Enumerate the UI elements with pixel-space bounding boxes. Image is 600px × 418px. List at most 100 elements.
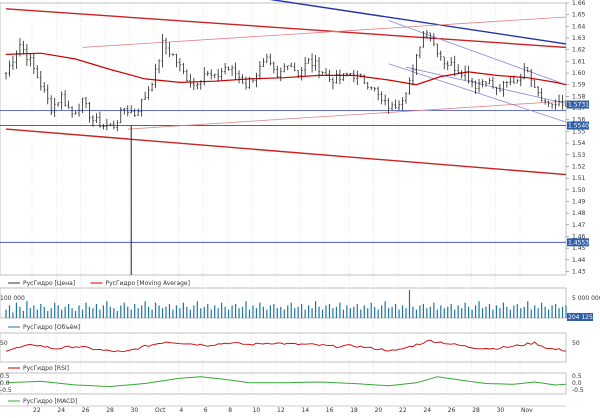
volume-bar xyxy=(248,309,251,318)
y-tick-label: 1.44 xyxy=(572,257,586,264)
volume-bar xyxy=(492,309,494,318)
y-tick-label: 1.51 xyxy=(572,175,586,182)
volume-bar xyxy=(120,305,122,318)
volume-bar xyxy=(301,304,303,318)
volume-bar xyxy=(426,308,428,318)
volume-bar xyxy=(367,308,369,318)
volume-bar xyxy=(22,311,24,318)
volume-bar xyxy=(353,306,355,318)
x-tick-label: 4 xyxy=(179,407,183,414)
macd-line xyxy=(5,376,567,388)
x-tick-label: Oct xyxy=(155,407,166,414)
macd-left-tick: 0.0 xyxy=(0,380,10,387)
y-tick-label: 1.60 xyxy=(572,70,586,77)
macd-right-tick: 0.5 xyxy=(572,373,582,380)
trend-line-channel-lower xyxy=(388,63,567,123)
volume-bar xyxy=(506,306,508,318)
y-tick-label: 1.57 xyxy=(572,105,586,112)
volume-bar xyxy=(74,311,77,318)
rsi-left-label: 50 xyxy=(0,340,8,347)
volume-bar xyxy=(440,305,442,318)
volume-bar xyxy=(130,309,132,318)
macd-panel-frame xyxy=(0,372,567,395)
volume-bar xyxy=(283,309,285,318)
volume-bar xyxy=(161,308,164,318)
price-tag-box xyxy=(567,100,589,109)
x-tick-label: 14 xyxy=(301,407,309,414)
volume-bar xyxy=(454,309,456,318)
volume-bar xyxy=(558,308,560,318)
volume-bar xyxy=(370,302,372,318)
volume-bar xyxy=(8,305,11,318)
volume-bar xyxy=(57,305,59,318)
volume-bar xyxy=(513,305,515,318)
volume-bar xyxy=(19,306,21,318)
volume-bar xyxy=(481,308,484,318)
y-tick-label: 1.55 xyxy=(572,128,586,135)
trend-line-upper-resistance xyxy=(5,8,567,49)
volume-bar xyxy=(398,309,400,318)
x-tick-label: 24 xyxy=(57,407,65,414)
volume-bar xyxy=(127,306,129,318)
volume-bar xyxy=(433,302,435,318)
volume-bar xyxy=(332,308,334,318)
volume-bar xyxy=(412,306,414,318)
x-tick-label: 12 xyxy=(277,407,285,414)
volume-bar xyxy=(172,309,174,318)
volume-bar xyxy=(377,309,379,318)
volume-bar xyxy=(394,304,397,318)
volume-bar xyxy=(78,305,80,318)
volume-bar xyxy=(252,305,254,318)
volume-bar xyxy=(29,308,31,318)
volume-bar xyxy=(499,308,501,318)
volume-bar xyxy=(443,308,445,318)
volume-bar xyxy=(516,304,518,318)
volume-bar xyxy=(551,305,553,318)
volume-bar xyxy=(262,306,264,318)
volume-bar xyxy=(321,309,324,318)
rsi-right-label: 50 xyxy=(572,340,580,347)
volume-bar xyxy=(71,308,73,318)
volume-bar xyxy=(468,306,470,318)
volume-right-label: 5 000 000 xyxy=(572,295,600,302)
volume-bar xyxy=(207,304,209,318)
volume-bar xyxy=(234,304,237,318)
volume-bar xyxy=(189,309,191,318)
x-tick-label: 22 xyxy=(399,407,407,414)
volume-bar xyxy=(92,308,94,318)
volume-bar xyxy=(186,306,188,318)
x-tick-label: 10 xyxy=(253,407,261,414)
x-tick-label: 26 xyxy=(448,407,456,414)
volume-bar xyxy=(50,308,52,318)
volume-bar xyxy=(238,308,240,318)
volume-bar xyxy=(384,301,386,318)
volume-bar xyxy=(509,309,511,318)
trend-line-lower-support xyxy=(5,128,567,176)
volume-bar xyxy=(221,302,223,318)
volume-bar xyxy=(304,309,306,318)
volume-bar xyxy=(554,304,557,318)
volume-bar xyxy=(339,302,341,318)
y-tick-label: 1.48 xyxy=(572,210,586,217)
volume-bar xyxy=(391,306,393,318)
y-tick-label: 1.45 xyxy=(572,245,586,252)
volume-bar xyxy=(429,306,431,318)
volume-bar xyxy=(193,305,195,318)
volume-bar xyxy=(436,309,438,318)
y-tick-label: 1.52 xyxy=(572,163,586,170)
y-tick-label: 1.56 xyxy=(572,117,586,124)
volume-bar xyxy=(137,308,139,318)
price-tag-label: 1.5731 xyxy=(568,102,589,109)
volume-bar xyxy=(106,301,108,318)
legend-label: РусГидро [Цена] xyxy=(23,280,75,287)
volume-bar xyxy=(544,306,546,318)
volume-bar xyxy=(314,301,317,318)
volume-bar xyxy=(33,305,35,318)
volume-bar xyxy=(374,306,376,318)
volume-bar xyxy=(325,305,327,318)
y-tick-label: 1.66 xyxy=(572,0,586,7)
volume-bar xyxy=(537,308,539,318)
volume-bar xyxy=(328,304,331,318)
y-tick-label: 1.53 xyxy=(572,152,586,159)
y-tick-label: 1.63 xyxy=(572,35,586,42)
